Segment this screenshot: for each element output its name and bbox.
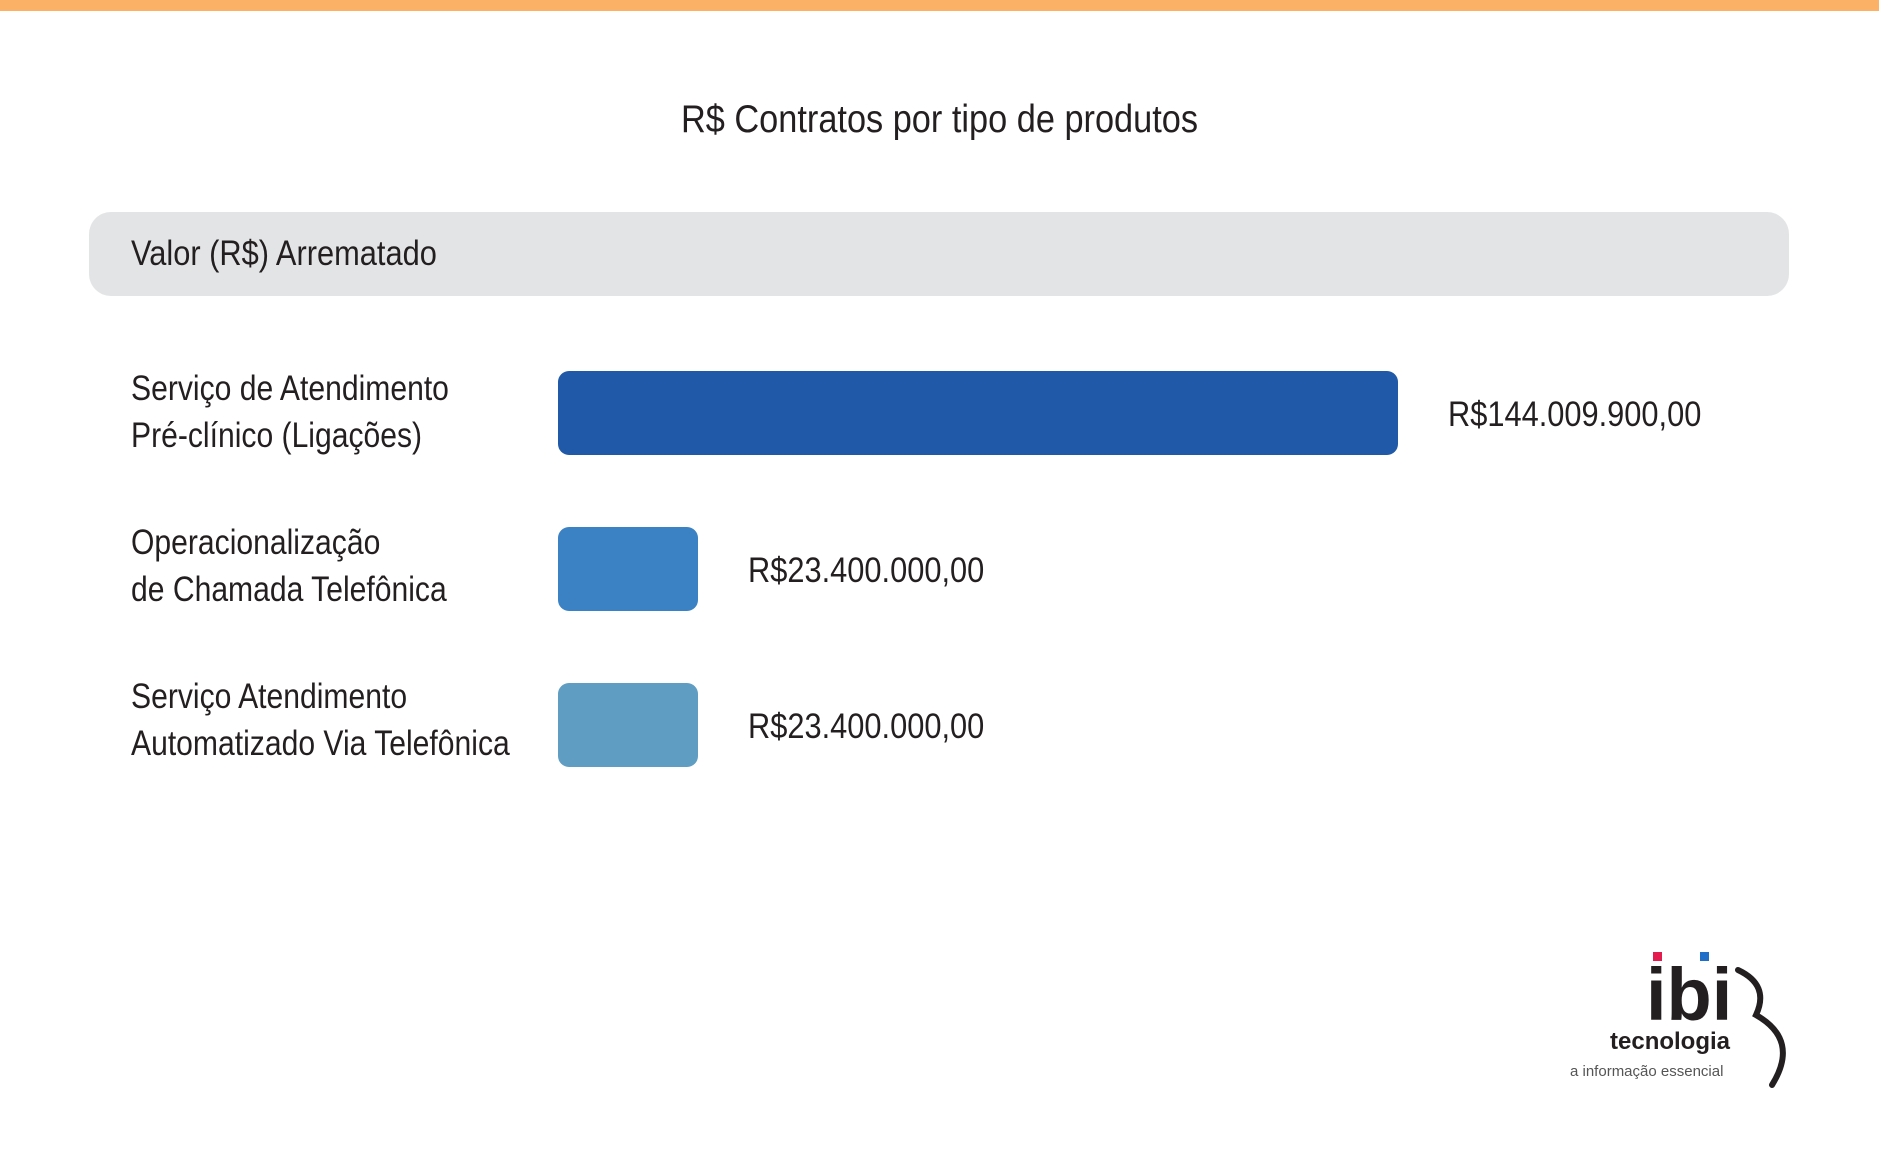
category-label-3-line-1: Serviço Atendimento [131,677,408,716]
logo-dot-red [1653,952,1662,961]
logo-word: tecnologia [1610,1028,1731,1055]
category-label-3-line-2: Automatizado Via Telefônica [131,724,510,763]
top-accent-stripe [0,0,1879,11]
bar-3 [558,683,698,767]
logo-mark: ibi [1646,953,1732,1036]
category-label-2: Operacionalização de Chamada Telefônica [131,519,447,613]
ibi-tecnologia-logo: ibi tecnologia a informação essencial [1570,952,1786,1088]
category-label-3: Serviço Atendimento Automatizado Via Tel… [131,673,510,767]
category-label-1-line-2: Pré-clínico (Ligações) [131,416,423,455]
category-label-1-line-1: Serviço de Atendimento [131,369,449,408]
category-label-1: Serviço de Atendimento Pré-clínico (Liga… [131,365,449,459]
data-label-2: R$23.400.000,00 [748,550,984,589]
logo-dot-blue [1700,952,1709,961]
logo-swoosh [1735,967,1786,1088]
series-name: Valor (R$) Arrematado [131,234,437,273]
category-label-2-line-1: Operacionalização [131,523,381,562]
chart-title: R$ Contratos por tipo de produtos [680,98,1198,141]
logo-tagline: a informação essencial [1570,1063,1723,1080]
bar-2 [558,527,698,611]
series-header: Valor (R$) Arrematado [89,212,1789,296]
bar-1 [558,371,1398,455]
category-label-2-line-2: de Chamada Telefônica [131,570,447,609]
data-label-3: R$23.400.000,00 [748,706,984,745]
data-label-1: R$144.009.900,00 [1448,394,1701,433]
